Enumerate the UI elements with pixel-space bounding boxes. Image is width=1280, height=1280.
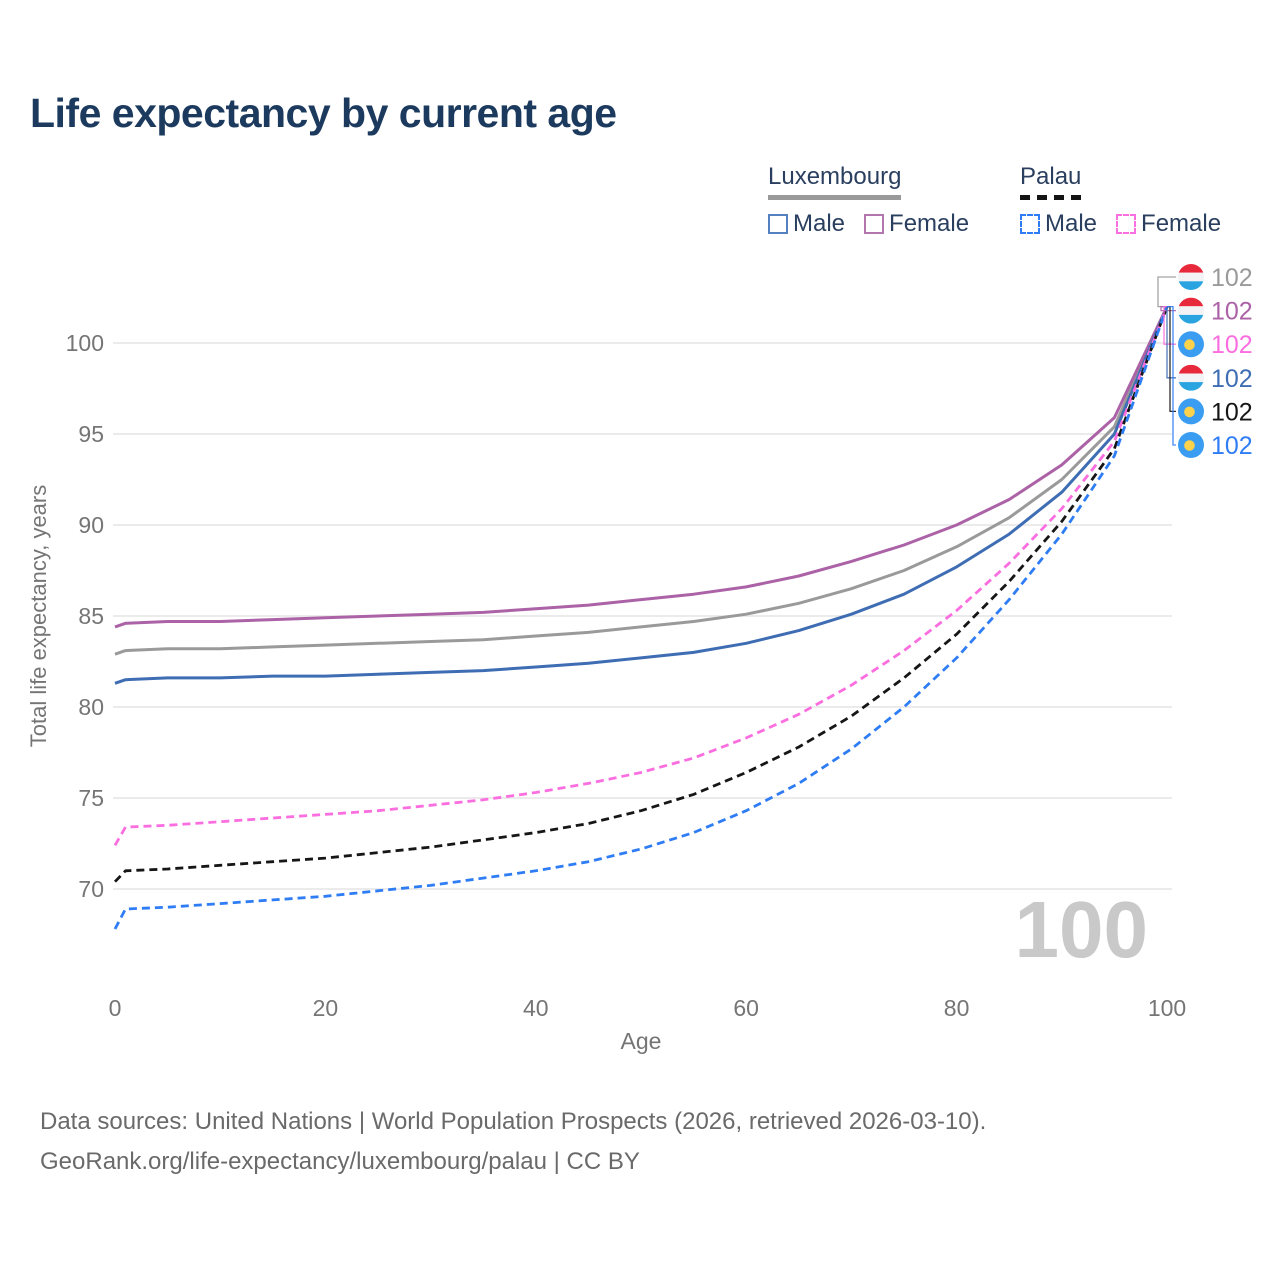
end-label: 102	[1178, 264, 1253, 292]
legend-item-label: Female	[889, 210, 970, 237]
end-label-value: 102	[1211, 398, 1253, 426]
end-label-value: 102	[1211, 298, 1253, 326]
palau-flag-icon	[1178, 432, 1204, 458]
series-line-palau-male	[113, 306, 1169, 930]
data-source-note: Data sources: United Nations | World Pop…	[40, 1108, 987, 1135]
palau-male-swatch-icon	[1020, 214, 1040, 234]
series-line-luxembourg-male	[114, 306, 1169, 685]
legend-item-luxembourg-female[interactable]: Female	[864, 210, 969, 238]
end-label: 102	[1178, 398, 1253, 426]
series-line-palau-both	[113, 306, 1169, 883]
luxembourg-flag-icon	[1178, 297, 1204, 324]
legend-item-palau-female[interactable]: Female	[1116, 210, 1221, 238]
end-label-leader-line	[1167, 305, 1176, 413]
end-label: 102	[1178, 331, 1253, 359]
x-tick-label: 40	[523, 995, 549, 1021]
luxembourg-female-swatch-icon	[864, 214, 885, 234]
luxembourg-flag-icon	[1178, 364, 1204, 391]
series-line-palau-female	[113, 306, 1169, 846]
y-axis-title: Total life expectancy, years	[26, 485, 51, 748]
legend-group-luxembourg: Luxembourg Male Female	[768, 163, 969, 238]
legend-group-palau: Palau Male Female	[1020, 163, 1221, 238]
legend-item-luxembourg-male[interactable]: Male	[768, 210, 845, 238]
y-tick-label: 90	[78, 512, 104, 538]
y-tick-label: 85	[78, 603, 104, 629]
palau-flag-icon	[1178, 398, 1204, 425]
end-label-value: 102	[1211, 365, 1253, 393]
x-tick-label: 0	[109, 995, 122, 1021]
y-tick-label: 80	[78, 694, 104, 720]
page-title: Life expectancy by current age	[30, 90, 617, 136]
legend-country-palau[interactable]: Palau	[1020, 163, 1082, 200]
x-tick-label: 60	[733, 995, 759, 1021]
age-counter-watermark: 100	[1015, 885, 1148, 974]
end-label: 102	[1178, 432, 1253, 460]
legend-item-label: Male	[1045, 210, 1098, 237]
legend-item-label: Male	[793, 210, 846, 237]
legend-item-label: Female	[1141, 210, 1222, 237]
end-label-value: 102	[1211, 264, 1253, 292]
attribution-note: GeoRank.org/life-expectancy/luxembourg/p…	[40, 1148, 640, 1175]
y-tick-label: 70	[78, 876, 104, 902]
y-tick-label: 100	[66, 330, 104, 356]
x-tick-label: 80	[944, 995, 970, 1021]
y-tick-label: 95	[78, 421, 104, 447]
end-label-value: 102	[1211, 331, 1253, 359]
legend-item-palau-male[interactable]: Male	[1020, 210, 1097, 238]
palau-female-swatch-icon	[1116, 214, 1137, 234]
x-tick-label: 20	[313, 995, 339, 1021]
end-label: 102	[1178, 297, 1253, 326]
luxembourg-male-swatch-icon	[768, 214, 788, 234]
end-label-leader-line	[1167, 305, 1176, 446]
y-tick-label: 75	[78, 785, 104, 811]
end-label: 102	[1178, 364, 1253, 393]
x-axis-title: Age	[621, 1028, 662, 1054]
series-line-luxembourg-both	[114, 305, 1169, 656]
x-tick-label: 100	[1148, 995, 1186, 1021]
end-label-leader-line	[1157, 276, 1176, 308]
legend-country-luxembourg[interactable]: Luxembourg	[768, 163, 902, 200]
luxembourg-flag-icon	[1178, 264, 1204, 290]
end-label-value: 102	[1211, 432, 1253, 460]
palau-flag-icon	[1178, 331, 1204, 358]
series-line-luxembourg-female	[114, 305, 1169, 629]
